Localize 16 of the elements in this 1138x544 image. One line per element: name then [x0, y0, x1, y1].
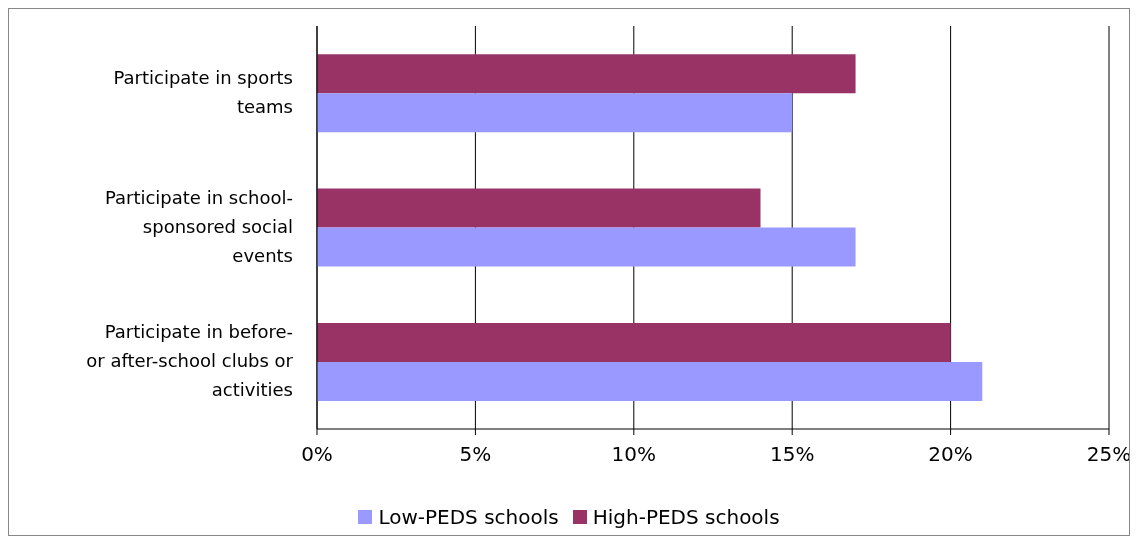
bar	[317, 188, 761, 228]
bar	[317, 361, 983, 401]
x-tick-label: 0%	[301, 442, 333, 467]
bar	[317, 93, 793, 133]
y-tick-label: Participate in school-sponsored social events	[104, 186, 293, 266]
x-tick-label: 20%	[928, 442, 973, 467]
y-tick-label: Participate in sports teams	[113, 66, 293, 117]
legend-label: Low-PEDS schools	[378, 505, 559, 529]
bar	[317, 54, 856, 94]
bar	[317, 227, 856, 267]
bar	[317, 322, 951, 362]
x-tick-label: 5%	[459, 442, 492, 467]
legend-label: High-PEDS schools	[592, 505, 780, 529]
y-tick-label: Participate in before- or after-school clubs or activities	[86, 320, 294, 400]
x-tick-label: 10%	[611, 442, 657, 467]
x-tick-label: 15%	[769, 442, 815, 467]
